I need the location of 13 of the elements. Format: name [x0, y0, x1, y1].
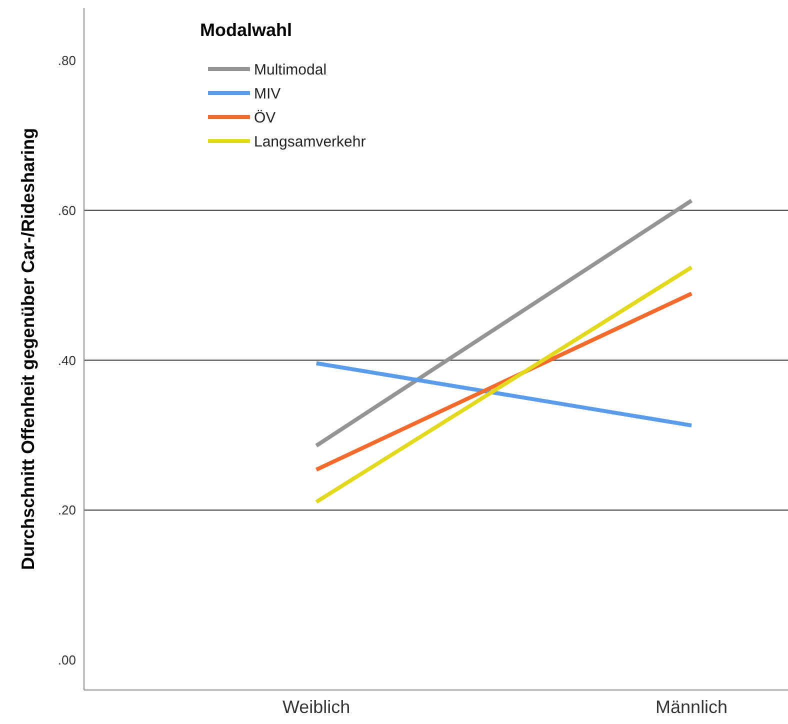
- legend-label: Langsamverkehr: [254, 133, 366, 150]
- y-tick-label: .00: [58, 652, 76, 668]
- y-tick-label: .60: [58, 202, 76, 218]
- y-axis-title: Durchschnitt Offenheit gegenüber Car-/Ridesharing: [18, 128, 38, 570]
- y-tick-label: .20: [58, 502, 76, 518]
- legend-title: Modalwahl: [200, 20, 292, 40]
- x-tick-label: Weiblich: [282, 696, 350, 717]
- x-tick-label: Männlich: [656, 696, 728, 717]
- legend-label: ÖV: [254, 109, 276, 126]
- y-tick-label: .80: [58, 53, 76, 68]
- legend-label: MIV: [254, 85, 281, 102]
- legend-label: Multimodal: [254, 61, 327, 78]
- y-tick-label: .40: [58, 352, 76, 368]
